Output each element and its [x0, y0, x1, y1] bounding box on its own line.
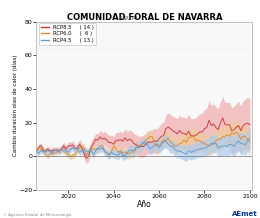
Text: © Agencia Estatal de Meteorología: © Agencia Estatal de Meteorología [3, 213, 71, 217]
Y-axis label: Cambio duración olas de calor (días): Cambio duración olas de calor (días) [12, 55, 18, 157]
Title: COMUNIDAD FORAL DE NAVARRA: COMUNIDAD FORAL DE NAVARRA [67, 13, 222, 22]
X-axis label: Año: Año [137, 200, 152, 209]
Legend: RCP8.5     ( 14 ), RCP6.0     (  6 ), RCP4.5     ( 13 ): RCP8.5 ( 14 ), RCP6.0 ( 6 ), RCP4.5 ( 13… [38, 23, 96, 45]
Text: ANUAL: ANUAL [119, 16, 141, 21]
Text: AEmet: AEmet [232, 211, 257, 217]
